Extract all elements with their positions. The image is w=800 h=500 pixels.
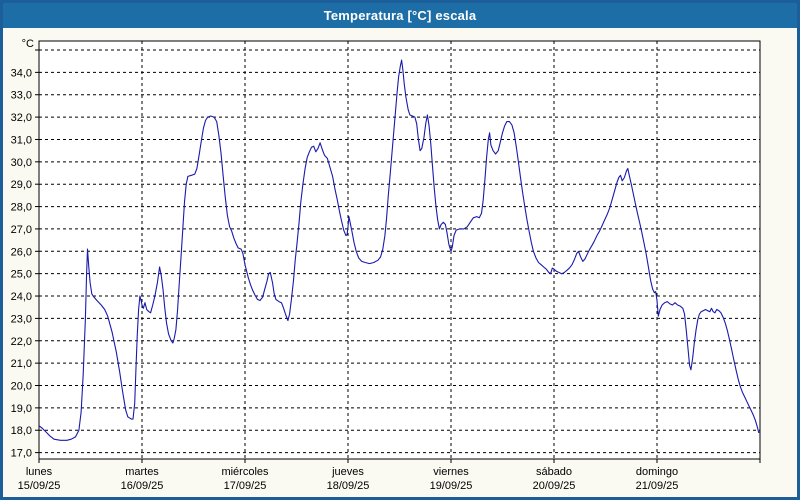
y-tick-label: 34,0 (11, 67, 32, 79)
x-day-label: viernes (433, 466, 469, 478)
y-tick-label: 27,0 (11, 224, 32, 236)
y-tick-label: 29,0 (11, 179, 32, 191)
x-day-label: domingo (636, 466, 678, 478)
y-tick-label: 30,0 (11, 157, 32, 169)
title-bar: Temperatura [°C] escala (3, 3, 797, 28)
y-tick-label: 28,0 (11, 202, 32, 214)
x-date-label: 18/09/25 (327, 480, 370, 492)
y-tick-label: 22,0 (11, 336, 32, 348)
y-tick-label: 20,0 (11, 381, 32, 393)
y-tick-label: 31,0 (11, 134, 32, 146)
y-tick-label: 23,0 (11, 313, 32, 325)
window-title: Temperatura [°C] escala (323, 8, 477, 23)
y-tick-label: 24,0 (11, 291, 32, 303)
y-tick-label: 32,0 (11, 112, 32, 124)
temperature-chart: 34,0 33,0 32,0 31,0 30,0 29,0 28,0 27,0 26,0 25,0… (11, 38, 761, 492)
y-tick-label: 17,0 (11, 448, 32, 460)
x-day-label: miércoles (221, 466, 269, 478)
x-day-label: lunes (26, 466, 53, 478)
temperature-line (38, 59, 761, 441)
x-date-label: 19/09/25 (430, 480, 473, 492)
y-tick-label: 19,0 (11, 403, 32, 415)
x-date-label: 17/09/25 (224, 480, 267, 492)
y-tick-label: 18,0 (11, 425, 32, 437)
x-day-label: martes (125, 466, 159, 478)
x-day-label: jueves (331, 466, 364, 478)
y-tick-label: 25,0 (11, 269, 32, 281)
x-day-label: sábado (536, 466, 572, 478)
y-tick-label: 26,0 (11, 246, 32, 258)
x-date-label: 21/09/25 (636, 480, 679, 492)
y-tick-label: 21,0 (11, 358, 32, 370)
x-date-label: 16/09/25 (121, 480, 164, 492)
x-date-label: 20/09/25 (533, 480, 576, 492)
plot-area (38, 40, 761, 460)
y-axis-unit-label: °C (22, 38, 34, 50)
y-tick-label: 33,0 (11, 90, 32, 102)
x-date-label: 15/09/25 (18, 480, 61, 492)
